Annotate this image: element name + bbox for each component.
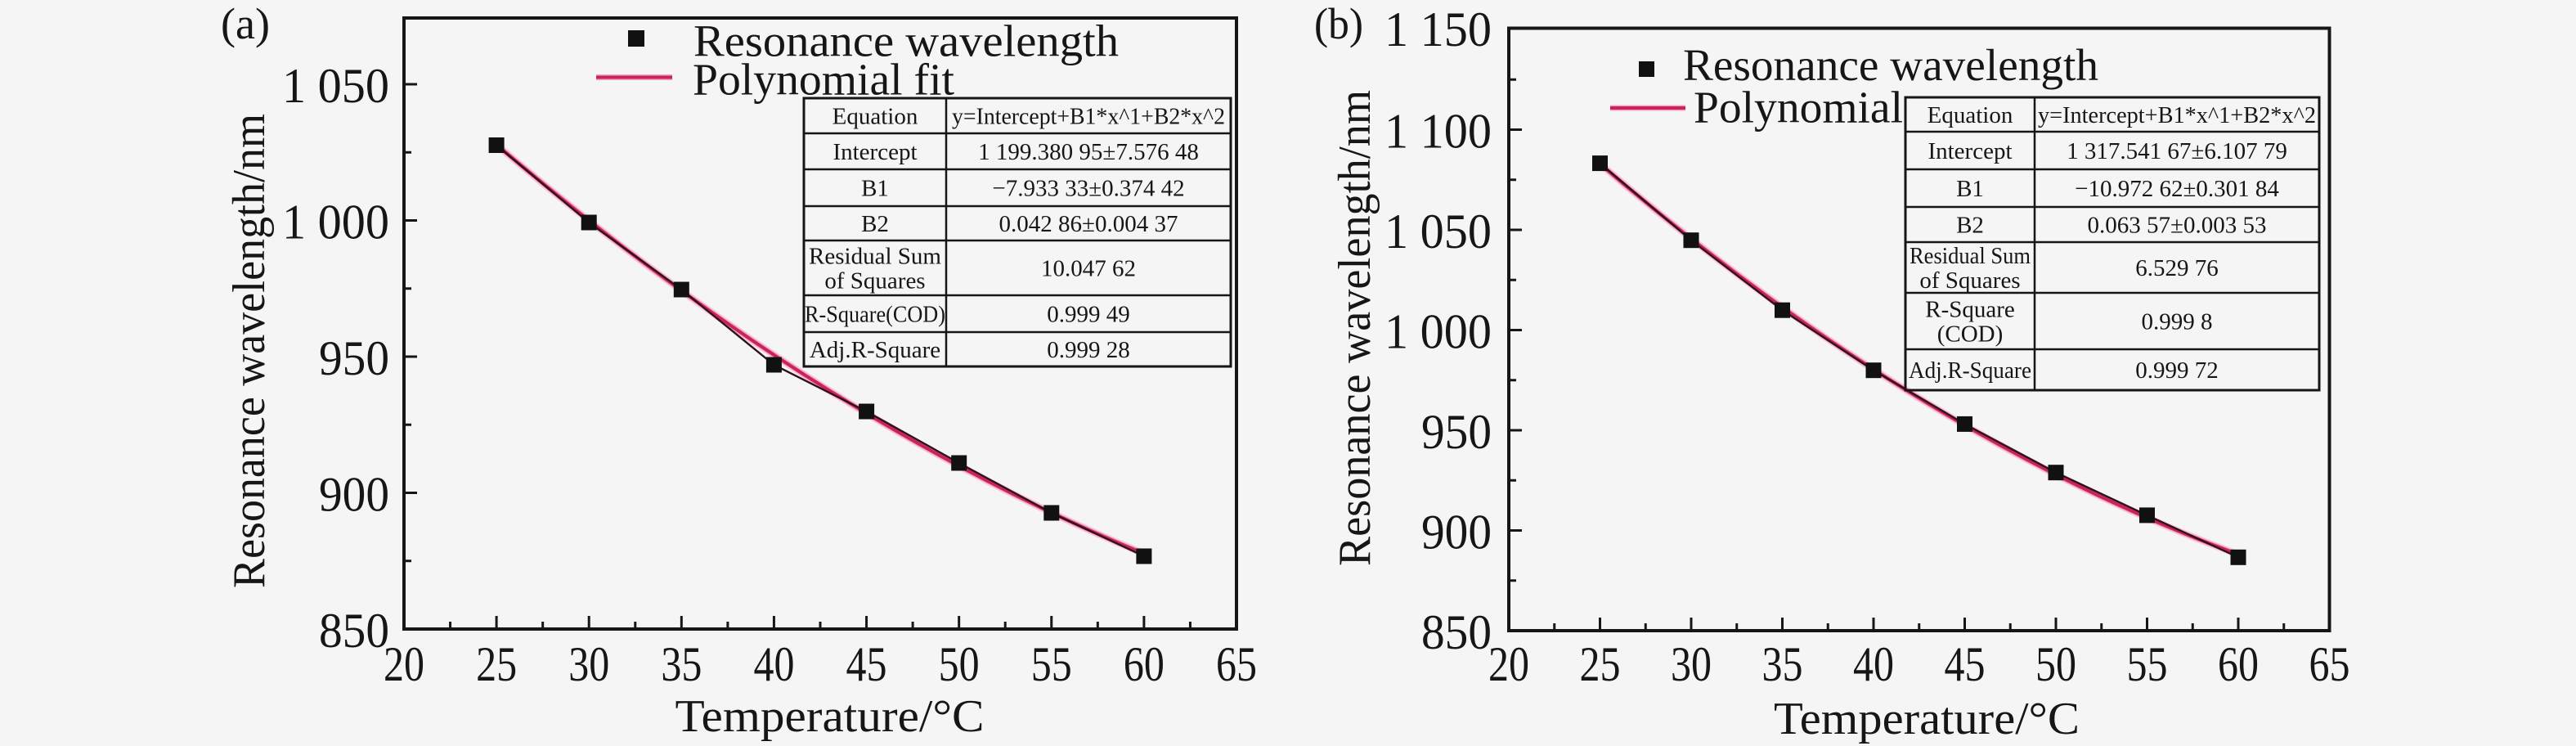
svg-text:6.529 76: 6.529 76 (2135, 255, 2219, 281)
svg-text:−10.972 62±0.301 84: −10.972 62±0.301 84 (2075, 176, 2279, 202)
svg-text:1 050: 1 050 (282, 59, 389, 113)
svg-text:Resonance wavelength/nm: Resonance wavelength/nm (224, 114, 275, 588)
svg-text:35: 35 (1762, 637, 1803, 691)
svg-text:0.999 49: 0.999 49 (1047, 302, 1130, 328)
svg-text:1 050: 1 050 (1384, 204, 1492, 258)
svg-text:30: 30 (1671, 637, 1712, 691)
svg-text:1 100: 1 100 (1384, 105, 1492, 159)
svg-text:R-Square: R-Square (1925, 297, 2015, 323)
svg-text:40: 40 (753, 637, 794, 691)
svg-text:1 150: 1 150 (1384, 2, 1492, 56)
svg-text:B2: B2 (1956, 213, 1984, 239)
svg-text:45: 45 (846, 637, 887, 691)
svg-text:B2: B2 (861, 211, 889, 237)
svg-text:50: 50 (2035, 637, 2076, 691)
svg-text:950: 950 (1421, 405, 1492, 459)
svg-text:40: 40 (1853, 637, 1894, 691)
svg-text:Equation: Equation (1928, 102, 2013, 128)
svg-text:950: 950 (319, 331, 389, 385)
svg-text:Intercept: Intercept (1928, 138, 2012, 164)
svg-text:850: 850 (319, 604, 389, 658)
svg-text:Temperature/°C: Temperature/°C (675, 691, 985, 742)
svg-text:Equation: Equation (832, 104, 918, 130)
svg-text:Temperature/°C: Temperature/°C (1774, 694, 2080, 744)
svg-text:850: 850 (1421, 605, 1492, 659)
svg-text:(b): (b) (1314, 0, 1363, 48)
svg-text:60: 60 (2218, 637, 2259, 691)
svg-text:R-Square(COD): R-Square(COD) (805, 302, 945, 328)
svg-text:Residual Sum: Residual Sum (1910, 243, 2031, 269)
svg-text:Resonance wavelength: Resonance wavelength (1683, 40, 2098, 90)
svg-text:900: 900 (1421, 506, 1492, 560)
svg-text:25: 25 (476, 637, 517, 691)
svg-text:y=Intercept+B1*x^1+B2*x^2: y=Intercept+B1*x^1+B2*x^2 (952, 104, 1225, 130)
svg-text:0.063 57±0.003 53: 0.063 57±0.003 53 (2088, 213, 2267, 239)
svg-text:30: 30 (568, 637, 609, 691)
svg-text:60: 60 (1124, 637, 1165, 691)
svg-text:65: 65 (2309, 637, 2350, 691)
svg-text:20: 20 (1488, 637, 1529, 691)
svg-text:Resonance wavelength: Resonance wavelength (693, 16, 1119, 66)
svg-text:Adj.R-Square: Adj.R-Square (1909, 357, 2031, 384)
svg-text:Residual Sum: Residual Sum (809, 244, 941, 270)
svg-text:(COD): (COD) (1937, 321, 2004, 348)
svg-text:y=Intercept+B1*x^1+B2*x^2: y=Intercept+B1*x^1+B2*x^2 (2038, 102, 2316, 128)
svg-text:0.042 86±0.004 37: 0.042 86±0.004 37 (999, 211, 1178, 237)
svg-text:1 000: 1 000 (282, 195, 389, 249)
svg-text:Intercept: Intercept (832, 139, 917, 165)
svg-text:10.047 62: 10.047 62 (1041, 256, 1136, 282)
svg-text:1 199.380 95±7.576 48: 1 199.380 95±7.576 48 (978, 139, 1199, 165)
svg-text:1 000: 1 000 (1384, 305, 1492, 359)
svg-text:20: 20 (384, 637, 424, 691)
svg-text:Resonance wavelength/nm: Resonance wavelength/nm (1330, 90, 1380, 566)
svg-text:55: 55 (2127, 637, 2168, 691)
svg-text:50: 50 (939, 637, 980, 691)
svg-text:−7.933 33±0.374 42: −7.933 33±0.374 42 (992, 176, 1184, 202)
svg-text:0.999 28: 0.999 28 (1047, 337, 1130, 363)
svg-text:1 317.541 67±6.107 79: 1 317.541 67±6.107 79 (2067, 138, 2287, 164)
svg-text:B1: B1 (1956, 176, 1984, 202)
svg-text:Polynomial fit: Polynomial fit (693, 55, 954, 105)
svg-text:of Squares: of Squares (824, 268, 925, 294)
svg-text:Polynomial: Polynomial (1694, 83, 1903, 133)
svg-text:45: 45 (1945, 637, 1986, 691)
svg-text:0.999 72: 0.999 72 (2135, 357, 2219, 384)
svg-text:65: 65 (1216, 637, 1257, 691)
svg-text:25: 25 (1580, 637, 1621, 691)
svg-text:(a): (a) (221, 0, 270, 48)
svg-text:900: 900 (319, 468, 389, 522)
svg-text:B1: B1 (861, 176, 889, 202)
svg-text:55: 55 (1031, 637, 1072, 691)
svg-text:0.999 8: 0.999 8 (2142, 309, 2213, 335)
svg-text:Adj.R-Square: Adj.R-Square (810, 337, 940, 363)
svg-text:35: 35 (661, 637, 702, 691)
svg-text:of Squares: of Squares (1919, 267, 2020, 294)
